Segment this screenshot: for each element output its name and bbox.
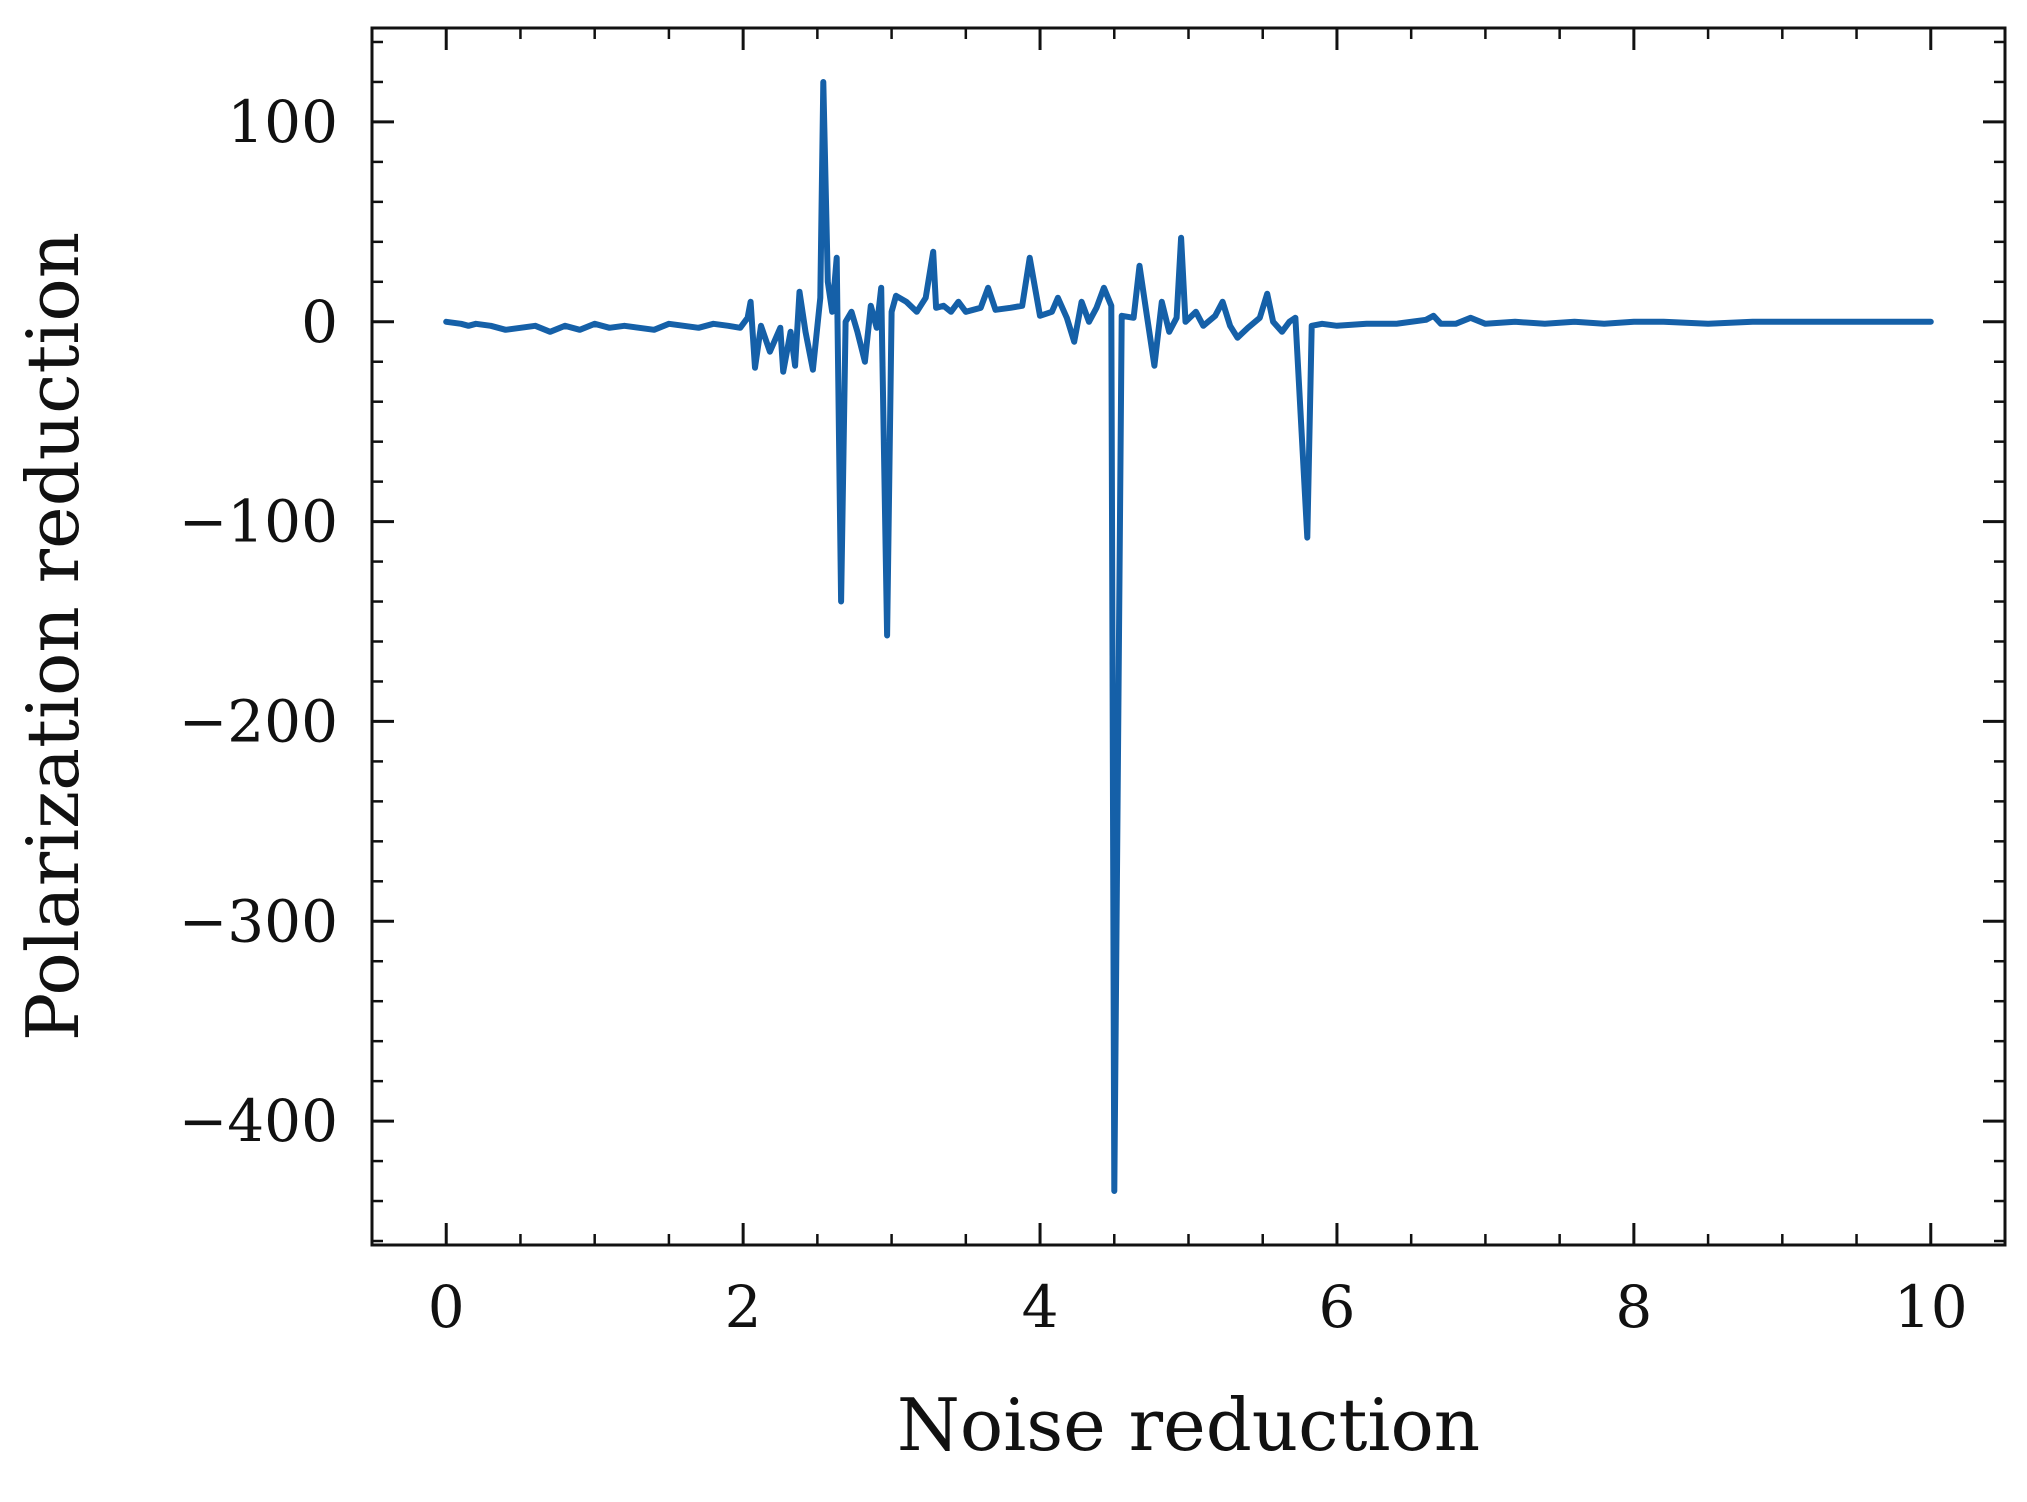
x-tick-label: 2 [725, 1273, 762, 1341]
y-tick-label: 0 [301, 288, 338, 356]
y-tick-label: −200 [179, 687, 338, 755]
x-tick-label: 10 [1894, 1273, 1968, 1341]
y-tick-label: 100 [227, 88, 338, 156]
x-tick-label: 8 [1615, 1273, 1652, 1341]
y-axis-title: Polarization reduction [11, 232, 95, 1041]
y-tick-label: −400 [179, 1087, 338, 1155]
x-tick-label: 0 [428, 1273, 465, 1341]
x-tick-label: 6 [1319, 1273, 1356, 1341]
y-tick-label: −100 [179, 488, 338, 556]
x-tick-label: 4 [1022, 1273, 1059, 1341]
axis-ticks [372, 28, 2005, 1245]
series-line [443, 79, 1934, 1194]
x-axis-title: Noise reduction [897, 1383, 1480, 1467]
tick-labels: 0 2 4 6 8 10 100 0 −100 −200 −300 −400 [179, 88, 1968, 1341]
y-tick-label: −300 [179, 887, 338, 955]
plot-frame [370, 26, 2007, 1247]
